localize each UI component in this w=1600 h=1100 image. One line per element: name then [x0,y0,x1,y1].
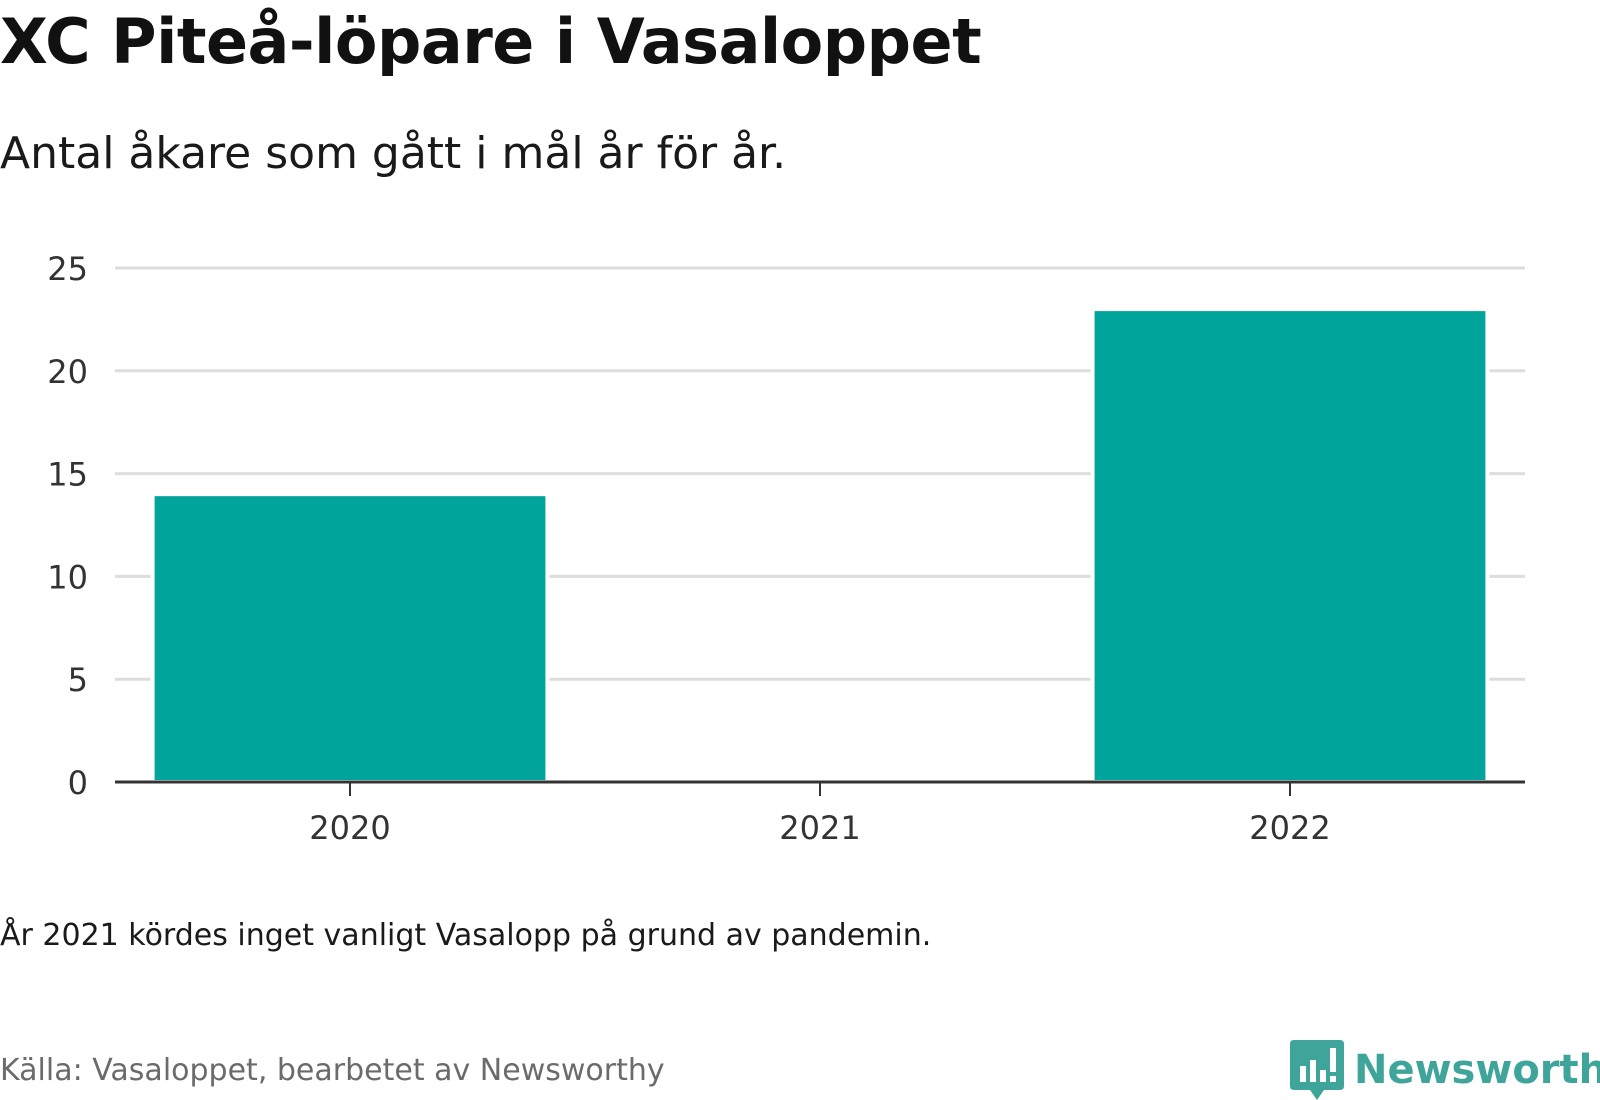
y-tick-label-5: 5 [68,661,88,699]
x-tick-label-2022: 2022 [1249,809,1330,847]
y-tick-label-15: 15 [47,456,88,494]
newsworthy-logo-icon [1290,1040,1344,1100]
x-tick-labels: 2020 2021 2022 [309,809,1330,847]
logo-text: Newsworthy [1354,1047,1600,1093]
y-tick-label-25: 25 [47,250,88,288]
x-tick-label-2021: 2021 [779,809,860,847]
y-tick-label-20: 20 [47,353,88,391]
bar-2022 [1090,307,1490,785]
x-tick-label-2020: 2020 [309,809,390,847]
y-tick-labels: 0 5 10 15 20 25 [47,250,88,802]
chart-note: År 2021 kördes inget vanligt Vasalopp på… [0,918,932,953]
bars [150,307,1490,785]
axes [115,780,1525,796]
chart-source: Källa: Vasaloppet, bearbetet av Newswort… [0,1053,665,1088]
bar-chart: 0 5 10 15 20 25 2020 2021 2022 [47,250,1525,847]
y-tick-label-10: 10 [47,558,88,596]
chart-subtitle: Antal åkare som gått i mål år för år. [0,128,787,179]
chart-title: XC Piteå-löpare i Vasaloppet [0,5,982,78]
bar-2020 [150,492,550,784]
y-tick-label-0: 0 [68,764,88,802]
newsworthy-logo: Newsworthy [1290,1040,1600,1100]
